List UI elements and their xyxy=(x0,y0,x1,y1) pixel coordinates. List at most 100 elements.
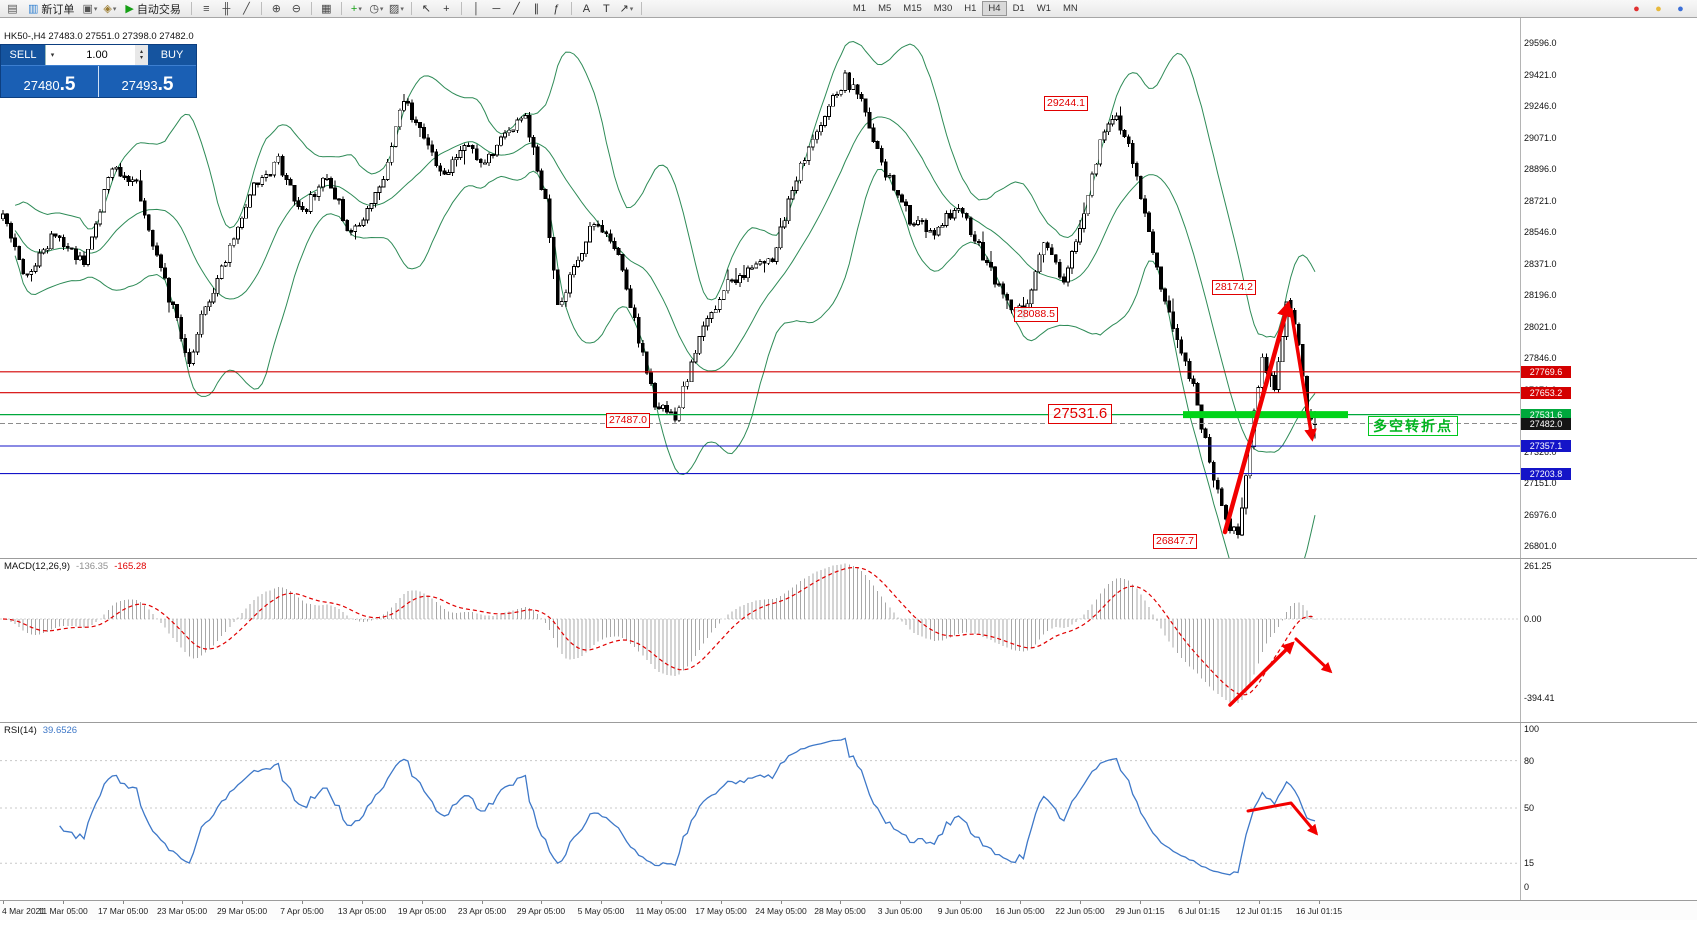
zoom-in-icon: ⊕ xyxy=(271,3,281,15)
dropdown-caret-icon: ▾ xyxy=(379,5,384,13)
stepper-down-icon[interactable]: ▾ xyxy=(139,55,143,61)
time-axis-label: 23 Apr 05:00 xyxy=(457,906,507,916)
dropdown-caret-icon: ▾ xyxy=(358,5,362,13)
rsi-axis-label: 0 xyxy=(1524,882,1530,892)
time-axis-label: 4 Mar 2021 xyxy=(2,906,45,916)
periods-icon[interactable]: ◷ ▾ xyxy=(367,1,386,17)
toolbar-separator xyxy=(310,2,312,15)
text-label-icon[interactable]: T xyxy=(597,1,616,17)
time-axis-label: 23 Mar 05:00 xyxy=(156,906,208,916)
volume-dropdown-caret-icon[interactable]: ▾ xyxy=(45,45,59,65)
bar-chart-icon: ≡ xyxy=(203,2,210,15)
main-chart-canvas[interactable] xyxy=(0,18,1697,558)
horizontal-line-icon[interactable]: ─ xyxy=(487,1,506,17)
macd-axis-label: 261.25 xyxy=(1524,561,1552,571)
rsi-panel[interactable]: 100 80 50 15 0 RSI(14) 39.6526 xyxy=(0,722,1697,900)
price-annotation[interactable]: 28088.5 xyxy=(1014,307,1058,322)
price-axis[interactable]: 29596.0 29421.0 29246.0 29071.0 28896.0 28721… xyxy=(0,18,1697,558)
arrows-icon[interactable]: ↗ ▾ xyxy=(617,1,636,17)
chart-layouts-icon: ▣ xyxy=(82,3,93,15)
timeframe-M15[interactable]: M15 xyxy=(903,3,922,14)
timeframe-M1[interactable]: M1 xyxy=(852,3,867,14)
buy-price[interactable]: 27493 .5 xyxy=(98,66,196,97)
sell-price-frac: .5 xyxy=(59,74,76,95)
volume-stepper[interactable]: ▴ ▾ xyxy=(135,45,148,65)
macd-value-1: -136.35 xyxy=(76,561,109,572)
trend-arrow[interactable] xyxy=(1222,300,1293,535)
sell-button[interactable]: SELL xyxy=(1,45,45,65)
profiles-icon[interactable]: ◈ ▾ xyxy=(100,1,119,17)
rsi-axis-label: 50 xyxy=(1524,803,1535,813)
cursor-icon[interactable]: ↖ xyxy=(417,1,436,17)
price-annotation[interactable]: 29244.1 xyxy=(1044,96,1088,111)
price-annotation[interactable]: 26847.7 xyxy=(1153,534,1197,549)
turning-point-label[interactable]: 多空转折点 xyxy=(1368,416,1458,436)
red-circle-icon[interactable]: ● xyxy=(1633,2,1640,15)
time-axis-tick xyxy=(1140,901,1141,904)
panel-splitter[interactable] xyxy=(0,556,1697,560)
time-axis-tick xyxy=(302,901,303,904)
trend-arrow[interactable] xyxy=(1294,637,1333,674)
trendline-icon[interactable]: ╱ xyxy=(507,1,526,17)
cursor-icon: ↖ xyxy=(421,3,431,15)
arrows-icon: ↗ xyxy=(619,3,629,15)
trend-arrow[interactable] xyxy=(1228,641,1295,707)
fibonacci-icon[interactable]: ƒ xyxy=(547,1,566,17)
timeframe-H1[interactable]: H1 xyxy=(964,3,977,14)
sell-price[interactable]: 27480 .5 xyxy=(1,66,98,97)
volume-input[interactable]: 1.00 xyxy=(59,45,135,65)
toolbar-separator xyxy=(260,2,262,15)
crosshair-icon[interactable]: + xyxy=(437,1,456,17)
stepper-up-icon[interactable]: ▴ xyxy=(139,49,143,55)
price-annotation[interactable]: 28174.2 xyxy=(1212,280,1256,295)
toolbar-separator xyxy=(460,2,462,15)
time-axis-tick xyxy=(63,901,64,904)
time-axis[interactable]: 4 Mar 2021 11 Mar 05:00 17 Mar 05:00 23 Mar… xyxy=(0,900,1697,920)
rsi-axis-separator xyxy=(1520,723,1521,900)
time-axis-label: 29 Mar 05:00 xyxy=(216,906,268,916)
zoom-out-icon[interactable]: ⊖ xyxy=(287,1,306,17)
candlestick-chart-icon[interactable]: ╫ xyxy=(217,1,236,17)
indicators-icon[interactable]: + ▾ xyxy=(347,1,366,17)
timeframe-M30[interactable]: M30 xyxy=(933,3,953,14)
rsi-canvas[interactable] xyxy=(0,723,1697,900)
dropdown-caret-icon: ▾ xyxy=(400,5,404,13)
panel-splitter[interactable] xyxy=(0,720,1697,724)
zoom-in-icon[interactable]: ⊕ xyxy=(267,1,286,17)
new-order-button-label: 新订单 xyxy=(41,3,75,16)
time-axis-label: 7 Apr 05:00 xyxy=(280,906,324,916)
vertical-line-icon[interactable]: │ xyxy=(467,1,486,17)
price-axis-label: 29071.0 xyxy=(1524,133,1557,143)
line-chart-icon[interactable]: ╱ xyxy=(237,1,256,17)
time-axis-tick xyxy=(1259,901,1260,904)
price-axis-label: 26801.0 xyxy=(1524,541,1557,551)
macd-axis-label: -394.41 xyxy=(1524,693,1555,703)
chart-window-icon[interactable]: ▤ xyxy=(3,1,22,17)
price-annotation[interactable]: 27487.0 xyxy=(606,413,650,428)
trend-arrow[interactable] xyxy=(1246,801,1319,836)
chart-layouts-icon[interactable]: ▣ ▾ xyxy=(80,1,99,17)
text-icon[interactable]: A xyxy=(577,1,596,17)
timeframe-MN[interactable]: MN xyxy=(1062,3,1078,14)
buy-button[interactable]: BUY xyxy=(148,45,196,65)
yellow-circle-icon[interactable]: ● xyxy=(1655,2,1662,15)
timeframe-H4[interactable]: H4 xyxy=(982,1,1007,16)
bar-chart-icon[interactable]: ≡ xyxy=(197,1,216,17)
autotrade-button[interactable]: ▶ 自动交易 xyxy=(120,1,185,17)
channel-icon[interactable]: ∥ xyxy=(527,1,546,17)
new-order-button[interactable]: ▥ 新订单 xyxy=(23,1,79,17)
timeframe-W1[interactable]: W1 xyxy=(1036,3,1051,14)
new-order-icon: ▥ xyxy=(28,3,39,15)
tile-windows-icon[interactable]: ▦ xyxy=(317,1,336,17)
macd-panel[interactable]: 261.25 0.00 -394.41 MACD(12,26,9) -136.35 … xyxy=(0,558,1697,722)
timeframe-M5[interactable]: M5 xyxy=(878,3,892,14)
templates-icon[interactable]: ▨ ▾ xyxy=(387,1,406,17)
trend-arrow[interactable] xyxy=(1289,308,1317,442)
toolbar-separator xyxy=(340,2,342,15)
indicators-icon: + xyxy=(350,2,358,15)
price-annotation[interactable]: 27531.6 xyxy=(1048,404,1113,424)
main-chart-panel[interactable]: 29596.0 29421.0 29246.0 29071.0 28896.0 28721… xyxy=(0,18,1697,558)
blue-circle-icon[interactable]: ● xyxy=(1677,2,1684,15)
macd-canvas[interactable] xyxy=(0,559,1697,722)
timeframe-D1[interactable]: D1 xyxy=(1012,3,1025,14)
